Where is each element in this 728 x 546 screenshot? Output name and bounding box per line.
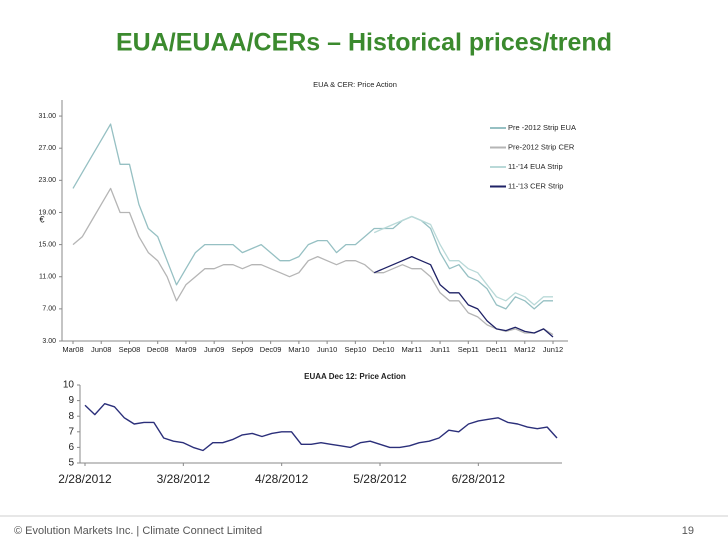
series-line [373,255,554,338]
y-tick-label: 11.00 [39,274,56,281]
x-tick-label: 4/28/2012 [255,472,309,486]
y-tick-label: 3.00 [42,338,56,345]
series-line [84,403,558,452]
x-tick-label: Jun12 [543,345,563,354]
x-tick-label: Sep11 [458,345,479,354]
x-tick-label: Mar11 [401,345,422,354]
x-tick-label: Dec11 [486,345,507,354]
x-tick-label: Mar12 [514,345,535,354]
y-tick-label: 8 [68,411,74,422]
chart-title: EUA & CER: Price Action [313,80,397,89]
y-axis-label: € [39,214,44,224]
x-tick-label: Jun11 [430,345,450,354]
y-tick-label: 10 [63,380,75,391]
footer: © Evolution Markets Inc. | Climate Conne… [14,525,262,537]
x-tick-label: Mar09 [175,345,196,354]
x-tick-label: 5/28/2012 [353,472,407,486]
page-number: 19 [682,525,694,537]
chart-title: EUAA Dec 12: Price Action [304,372,406,381]
legend-label: Pre-2012 Strip CER [508,142,575,151]
series-line [72,187,554,336]
x-tick-label: 2/28/2012 [58,472,112,486]
x-tick-label: 6/28/2012 [452,472,506,486]
y-tick-label: 27.00 [38,145,56,152]
x-tick-label: Sep08 [119,345,141,354]
legend-label: 11-'13 CER Strip [508,181,563,190]
x-tick-label: Jun09 [204,345,224,354]
x-tick-label: Dec09 [260,345,282,354]
legend-label: 11-'14 EUA Strip [508,162,563,171]
x-tick-label: Jun08 [91,345,111,354]
slide-title: EUA/EUAA/CERs – Historical prices/trend [116,29,612,57]
series-line [72,123,553,310]
y-tick-label: 5 [68,458,74,469]
x-tick-label: 3/28/2012 [157,472,211,486]
y-tick-label: 7.00 [42,306,56,313]
x-tick-label: Sep09 [232,345,254,354]
y-tick-label: 7 [68,426,74,437]
y-tick-label: 23.00 [38,177,56,184]
x-tick-label: Jun10 [317,345,337,354]
legend-label: Pre -2012 Strip EUA [508,123,576,132]
x-tick-label: Mar10 [288,345,309,354]
y-tick-label: 9 [68,395,74,406]
x-tick-label: Sep10 [345,345,367,354]
series-line [373,215,553,306]
y-tick-label: 19.00 [38,209,56,216]
y-tick-label: 15.00 [38,241,56,248]
x-tick-label: Dec10 [373,345,395,354]
y-tick-label: 6 [68,442,74,453]
y-tick-label: 31.00 [38,113,56,120]
x-tick-label: Dec08 [147,345,169,354]
x-tick-label: Mar08 [62,345,83,354]
